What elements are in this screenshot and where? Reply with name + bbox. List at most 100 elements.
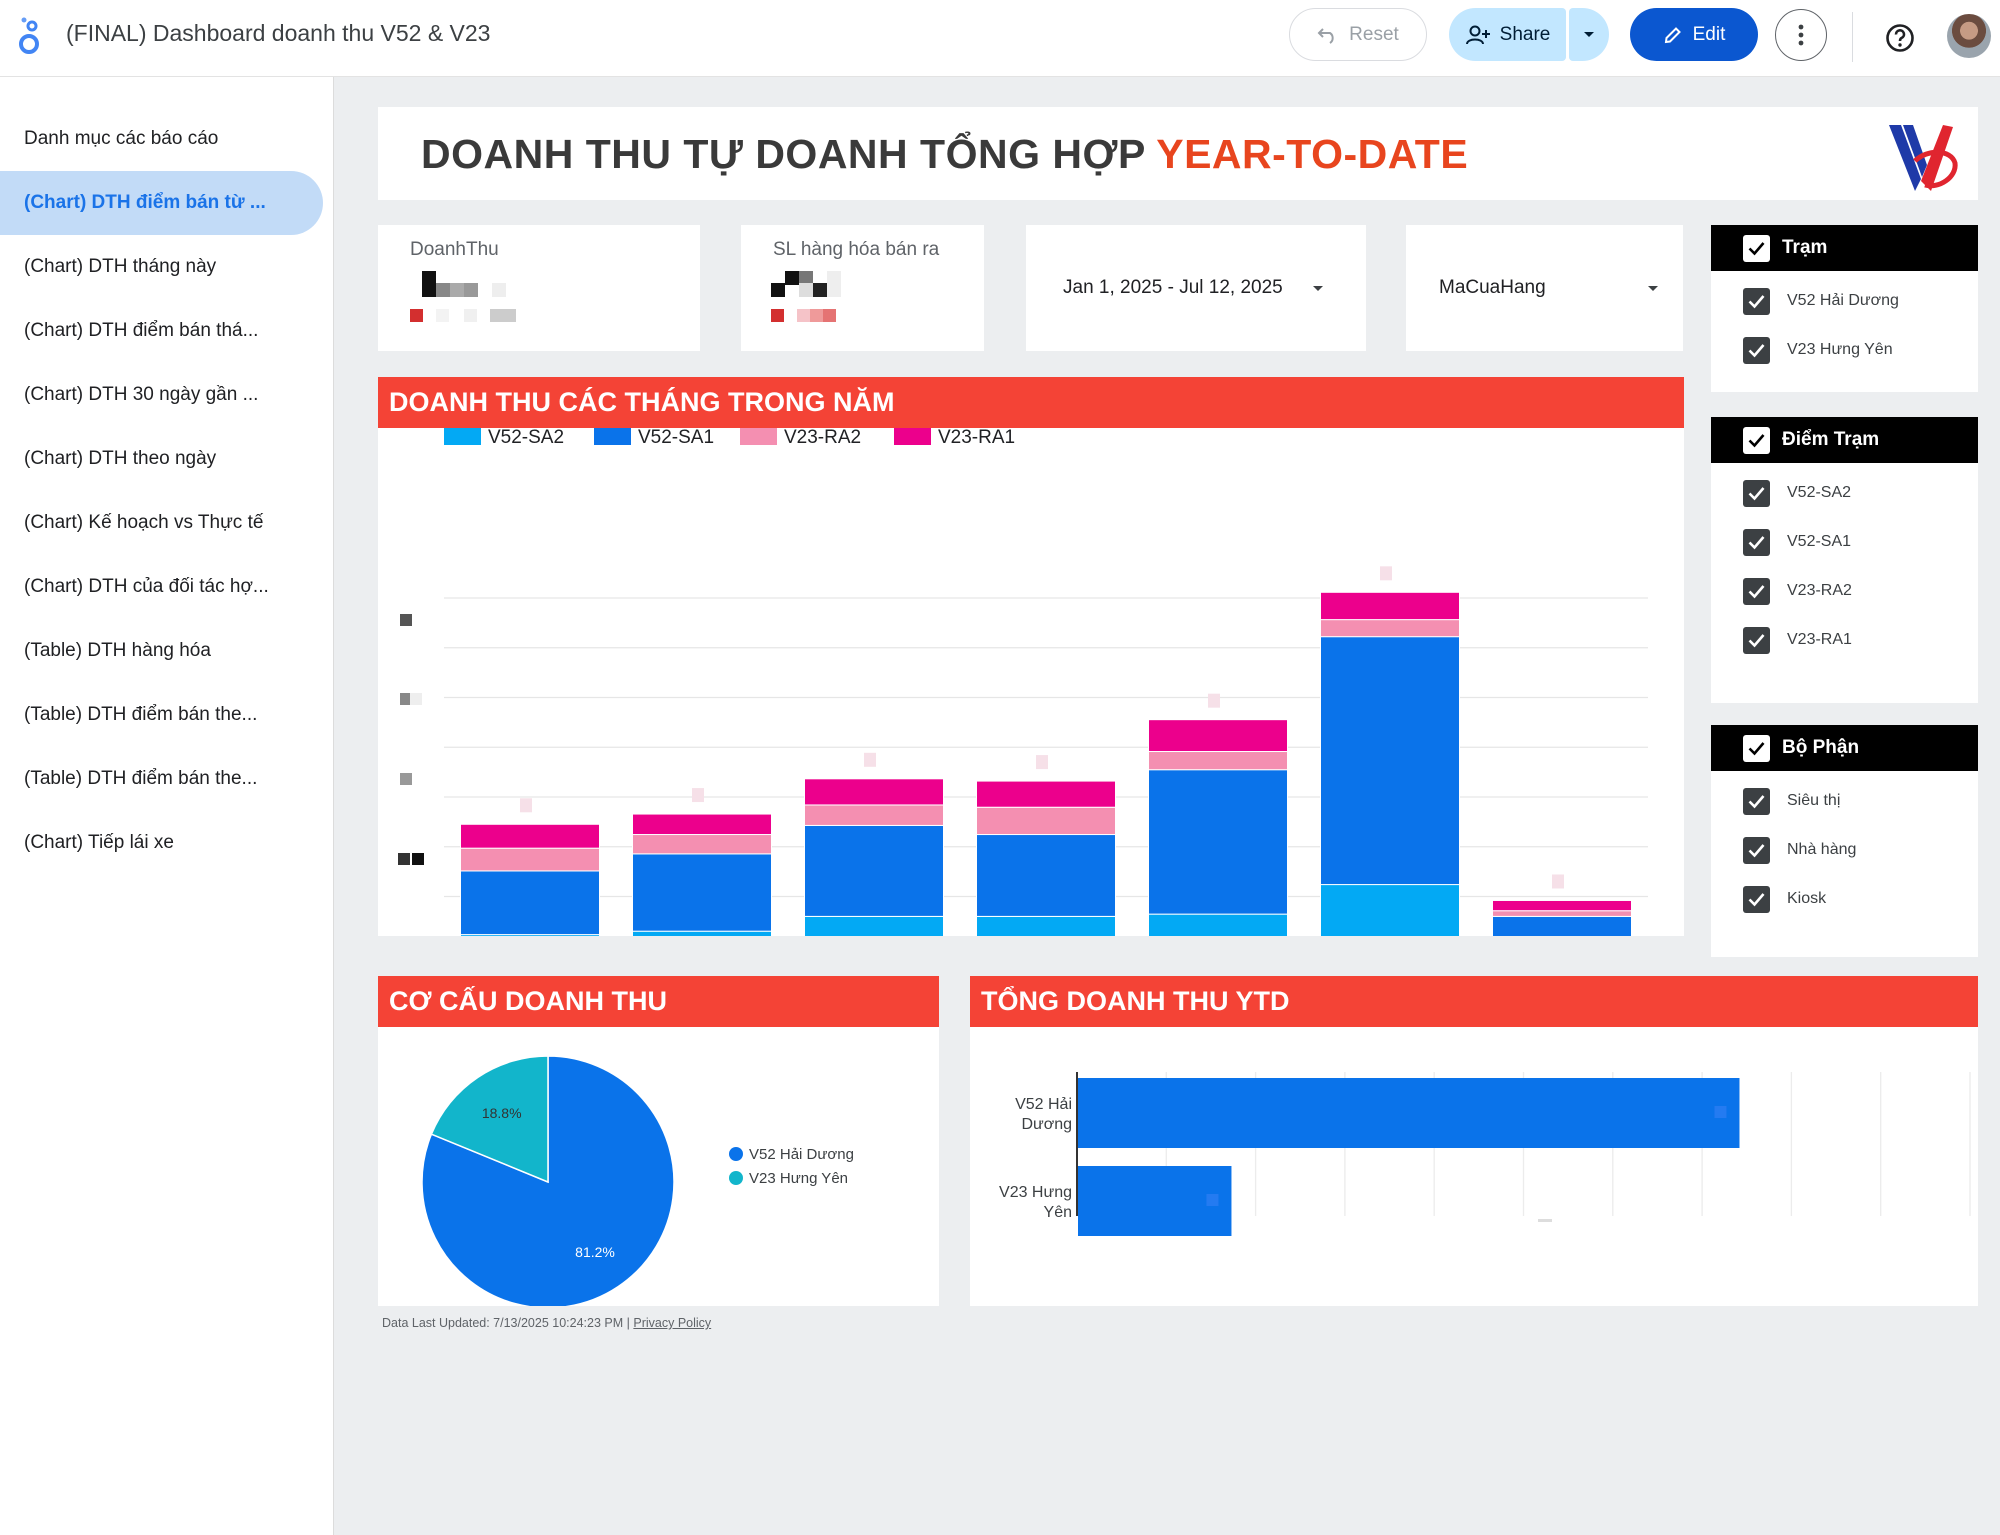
option-checkbox[interactable]	[1743, 836, 1770, 864]
bar-segment-v52-sa1-may-2025[interactable]	[1148, 769, 1288, 915]
legend-v52-sa2[interactable]: V52-SA2	[444, 427, 564, 448]
checkmark-icon	[1748, 843, 1765, 857]
store-code-dropdown[interactable]: MaCuaHang	[1406, 225, 1683, 351]
reset-label: Reset	[1349, 23, 1399, 45]
share-button[interactable]: Share	[1449, 8, 1566, 61]
dashboard-header: DOANH THU TỰ DOANH TỔNG HỢP YEAR-TO-DATE	[378, 107, 1978, 200]
more-options-button[interactable]	[1775, 9, 1827, 61]
bar-segment-v23-ra2-jun-2025[interactable]	[1320, 619, 1460, 638]
select-all-checkbox[interactable]	[1743, 426, 1770, 454]
bar-segment-v52-sa1-jul-2025[interactable]	[1492, 915, 1632, 936]
monthly-section-title: DOANH THU CÁC THÁNG TRONG NĂM	[389, 387, 895, 417]
looker-studio-logo-icon[interactable]	[12, 16, 46, 56]
bar-segment-v23-ra2-jan-2025[interactable]	[460, 847, 600, 872]
sidebar-item-7[interactable]: (Chart) Kế hoạch vs Thực tế	[24, 512, 264, 533]
legend-swatch	[740, 427, 777, 445]
pie-legend-v52-hai-duong[interactable]: V52 Hải Dương	[729, 1146, 854, 1163]
filter-option-v23-hung-yen[interactable]: V23 Hưng Yên	[1743, 335, 1893, 365]
sidebar-item-2[interactable]: (Chart) DTH điểm bán từ ...	[0, 171, 323, 235]
select-all-checkbox[interactable]	[1743, 234, 1770, 262]
revenue-structure-pie-chart[interactable]: 81.2% 18.8% V52 Hải Dương V23 Hưng Yên	[378, 976, 939, 1306]
sidebar-item-3[interactable]: (Chart) DTH tháng này	[24, 256, 217, 277]
bar-segment-v23-ra2-may-2025[interactable]	[1148, 751, 1288, 771]
date-range-control[interactable]: Jan 1, 2025 - Jul 12, 2025	[1026, 225, 1366, 351]
bar-segment-v52-sa2-apr-2025[interactable]	[976, 915, 1116, 936]
filter-option-v52-sa2[interactable]: V52-SA2	[1743, 478, 1851, 508]
privacy-policy-link[interactable]: Privacy Policy	[633, 1316, 712, 1330]
help-button[interactable]	[1880, 18, 1920, 58]
bar-segment-v52-sa2-jun-2025[interactable]	[1320, 884, 1460, 936]
filter-option-v23-ra1[interactable]: V23-RA1	[1743, 625, 1852, 655]
brand-logo	[1889, 125, 1958, 191]
sidebar-item-12[interactable]: (Chart) Tiếp lái xe	[24, 832, 174, 853]
sidebar-item-1[interactable]: Danh mục các báo cáo	[24, 128, 219, 149]
filter-option-v52-hai-duong[interactable]: V52 Hải Dương	[1743, 286, 1899, 316]
edit-button[interactable]: Edit	[1630, 8, 1758, 61]
option-checkbox[interactable]	[1743, 577, 1770, 605]
bar-segment-v52-sa1-mar-2025[interactable]	[804, 824, 944, 917]
sidebar-item-8[interactable]: (Chart) DTH của đối tác hợ...	[24, 576, 269, 597]
sidebar-item-4[interactable]: (Chart) DTH điểm bán thá...	[24, 320, 259, 341]
filter-option-sieu-thi[interactable]: Siêu thị	[1743, 786, 1840, 816]
option-checkbox[interactable]	[1743, 787, 1770, 815]
pie-slice-v23-hung-yen[interactable]	[430, 1055, 549, 1184]
bar-segment-v52-sa1-apr-2025[interactable]	[976, 834, 1116, 917]
footer-separator: |	[626, 1316, 630, 1330]
data-label-redacted	[1206, 1194, 1219, 1206]
select-all-checkbox[interactable]	[1743, 734, 1770, 762]
filter-header-tram[interactable]: Trạm	[1711, 225, 1978, 271]
bar-segment-v23-ra1-jun-2025[interactable]	[1320, 591, 1460, 621]
legend-label: V52 Hải Dương	[749, 1146, 854, 1163]
bar-segment-v23-ra1-apr-2025[interactable]	[976, 780, 1116, 808]
option-checkbox[interactable]	[1743, 336, 1770, 364]
share-options-button[interactable]	[1569, 8, 1609, 61]
filter-option-v52-sa1[interactable]: V52-SA1	[1743, 527, 1851, 557]
pie-slice-label: 81.2%	[575, 1244, 615, 1260]
legend-v52-sa1[interactable]: V52-SA1	[594, 427, 714, 448]
reset-button[interactable]: Reset	[1289, 8, 1427, 61]
sidebar-item-11[interactable]: (Table) DTH điểm bán the...	[24, 768, 258, 789]
bar-segment-v23-ra2-apr-2025[interactable]	[976, 806, 1116, 836]
filter-option-v23-ra2[interactable]: V23-RA2	[1743, 576, 1852, 606]
bar-segment-v23-ra1-may-2025[interactable]	[1148, 719, 1288, 753]
bar-segment-v23-ra2-jul-2025[interactable]	[1492, 910, 1632, 917]
bar-segment-v23-ra1-mar-2025[interactable]	[804, 778, 944, 806]
bar-segment-v52-sa2-mar-2025[interactable]	[804, 915, 944, 936]
option-checkbox[interactable]	[1743, 885, 1770, 913]
ytd-revenue-bar-chart[interactable]: V52 Hải Dương V23 Hưng Yên	[970, 976, 1978, 1306]
option-checkbox[interactable]	[1743, 626, 1770, 654]
bar-segment-v52-sa1-jan-2025[interactable]	[460, 870, 600, 936]
legend-v23-ra2[interactable]: V23-RA2	[740, 427, 861, 448]
pie-legend-v23-hung-yen[interactable]: V23 Hưng Yên	[729, 1170, 848, 1187]
sidebar-item-9[interactable]: (Table) DTH hàng hóa	[24, 640, 211, 661]
report-footer: Data Last Updated: 7/13/2025 10:24:23 PM…	[382, 1316, 711, 1330]
report-title[interactable]: (FINAL) Dashboard doanh thu V52 & V23	[66, 20, 491, 46]
bar-segment-v23-ra2-feb-2025[interactable]	[632, 834, 772, 855]
bar-segment-v23-ra1-jul-2025[interactable]	[1492, 899, 1632, 912]
option-checkbox[interactable]	[1743, 479, 1770, 507]
bar-segment-v52-sa2-may-2025[interactable]	[1148, 913, 1288, 936]
data-label-redacted	[864, 752, 876, 767]
bar-segment-v23-ra2-mar-2025[interactable]	[804, 804, 944, 826]
department-filter: Bộ Phận Siêu thị Nhà hàng Kiosk	[1711, 725, 1978, 957]
option-checkbox[interactable]	[1743, 528, 1770, 556]
legend-v23-ra1[interactable]: V23-RA1	[894, 427, 1015, 448]
filter-option-kiosk[interactable]: Kiosk	[1743, 884, 1826, 914]
bar-segment-v23-ra1-feb-2025[interactable]	[632, 813, 772, 836]
user-avatar[interactable]	[1947, 14, 1991, 58]
filter-header-diem-tram[interactable]: Điểm Trạm	[1711, 417, 1978, 463]
bar-segment-v52-sa1-feb-2025[interactable]	[632, 853, 772, 932]
station-point-filter: Điểm Trạm V52-SA2 V52-SA1 V23-RA2 V23-RA1	[1711, 417, 1978, 703]
bar-v23-hung-yen[interactable]	[1078, 1166, 1232, 1236]
filter-option-nha-hang[interactable]: Nhà hàng	[1743, 835, 1856, 865]
sidebar-item-10[interactable]: (Table) DTH điểm bán the...	[24, 704, 258, 725]
sidebar-item-6[interactable]: (Chart) DTH theo ngày	[24, 448, 217, 469]
bar-segment-v52-sa1-jun-2025[interactable]	[1320, 636, 1460, 886]
bar-segment-v52-sa2-feb-2025[interactable]	[632, 930, 772, 936]
sidebar-item-5[interactable]: (Chart) DTH 30 ngày gần ...	[24, 384, 259, 405]
bar-v52-hai-duong[interactable]	[1078, 1078, 1740, 1148]
bar-segment-v23-ra1-jan-2025[interactable]	[460, 823, 600, 849]
filter-header-bo-phan[interactable]: Bộ Phận	[1711, 725, 1978, 771]
option-checkbox[interactable]	[1743, 287, 1770, 315]
